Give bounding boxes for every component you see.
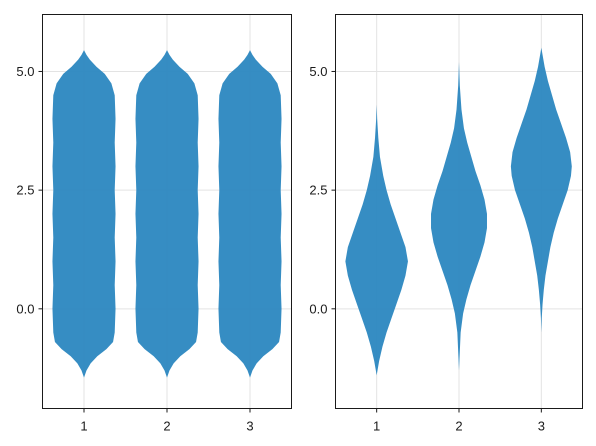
left-y-tick-labels: 0.0 2.5 5.0 — [16, 64, 34, 316]
left-violins — [52, 50, 282, 378]
right-violin-1 — [345, 104, 408, 376]
left-xtick-label: 1 — [80, 419, 87, 434]
right-ytick-label: 2.5 — [309, 183, 327, 198]
right-x-tick-labels: 1 2 3 — [373, 419, 545, 434]
right-xtick-label: 3 — [538, 419, 545, 434]
left-ytick-label: 0.0 — [16, 301, 34, 316]
right-violin-3 — [510, 47, 572, 333]
right-xtick-label: 2 — [455, 419, 462, 434]
left-violin-1 — [52, 50, 116, 378]
left-violin-panel: 0.0 2.5 5.0 1 2 3 — [16, 14, 292, 434]
right-ticks — [331, 70, 542, 413]
right-y-tick-labels: 0.0 2.5 5.0 — [309, 64, 327, 316]
left-ticks — [38, 70, 251, 413]
left-xtick-label: 3 — [246, 419, 253, 434]
left-x-tick-labels: 1 2 3 — [80, 419, 253, 434]
right-violin-2 — [431, 61, 487, 371]
left-ytick-label: 2.5 — [16, 183, 34, 198]
left-ytick-label: 5.0 — [16, 64, 34, 79]
left-violin-2 — [135, 50, 199, 378]
right-ytick-label: 5.0 — [309, 64, 327, 79]
right-xtick-label: 1 — [373, 419, 380, 434]
left-violin-3 — [218, 50, 282, 378]
left-xtick-label: 2 — [163, 419, 170, 434]
right-ytick-label: 0.0 — [309, 301, 327, 316]
right-violins — [345, 47, 572, 376]
right-violin-panel: 0.0 2.5 5.0 1 2 3 — [309, 14, 583, 434]
